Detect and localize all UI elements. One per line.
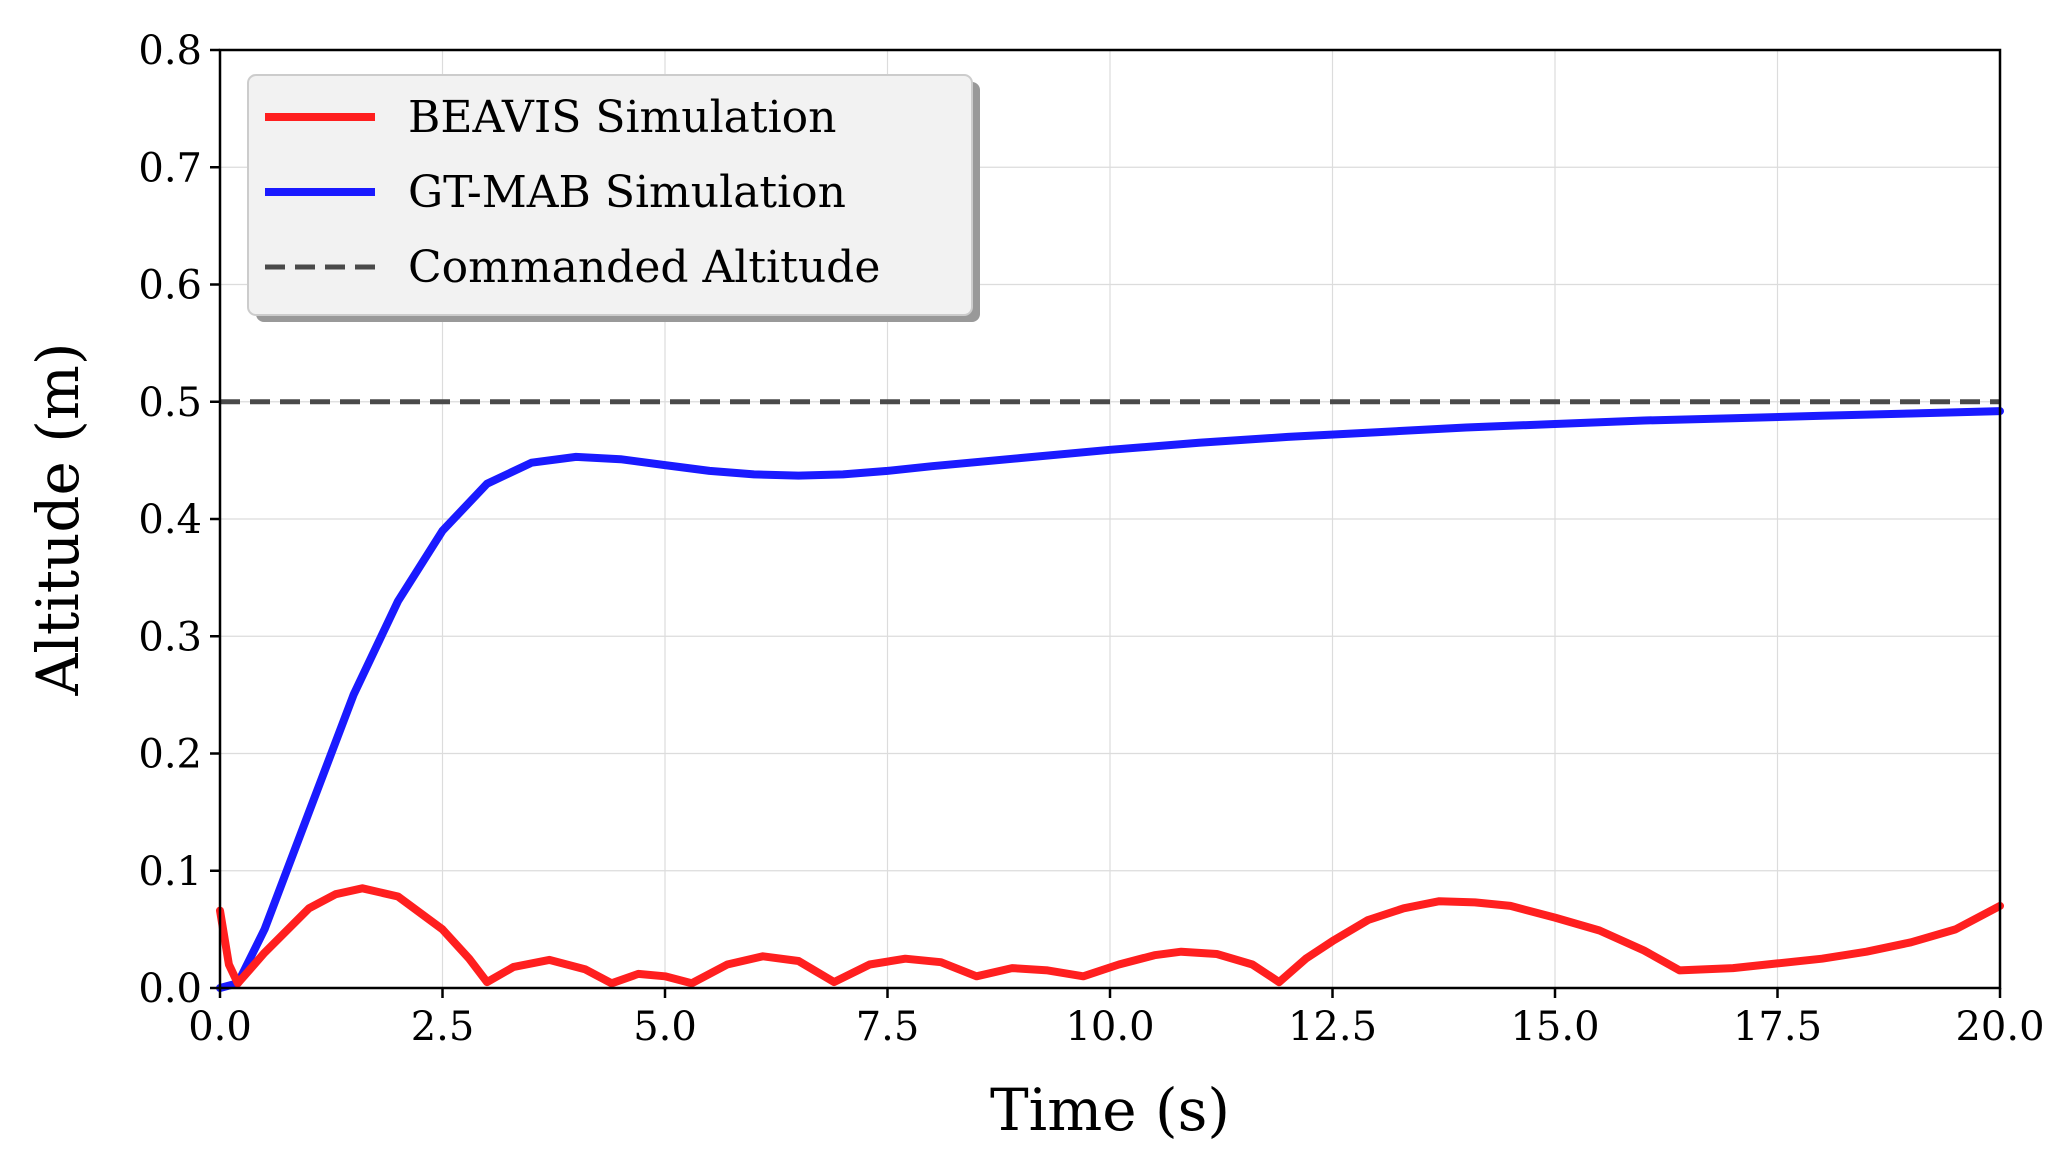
y-tick-label: 0.3: [138, 614, 202, 660]
x-tick-label: 15.0: [1510, 1004, 1599, 1050]
x-tick-label: 20.0: [1955, 1004, 2044, 1050]
y-tick-label: 0.7: [138, 145, 202, 191]
series-layer: [216, 399, 2004, 992]
x-tick-label: 0.0: [188, 1004, 252, 1050]
legend-label-commanded: Commanded Altitude: [408, 242, 880, 293]
y-tick-label: 0.0: [138, 966, 202, 1012]
legend: BEAVIS Simulation GT-MAB Simulation Comm…: [247, 74, 980, 322]
y-axis-title: Altitude (m): [24, 342, 92, 696]
ticks: 0.0 2.5 5.0 7.5 10.0 12.5 15.0 17.5 20.0 0.0 0.1 0.…: [138, 28, 2044, 1050]
y-tick-label: 0.1: [138, 849, 202, 895]
x-tick-label: 2.5: [411, 1004, 475, 1050]
y-tick-label: 0.2: [138, 732, 202, 778]
y-tick-label: 0.4: [138, 497, 202, 543]
y-tick-label: 0.6: [138, 263, 202, 309]
series-line-gtmab: [216, 407, 2004, 992]
x-tick-label: 5.0: [633, 1004, 697, 1050]
legend-box: [247, 74, 973, 316]
grid: [219, 49, 2001, 989]
series-line-beavis: [216, 884, 2004, 988]
x-tick-label: 10.0: [1065, 1004, 1154, 1050]
x-axis-title: Time (s): [990, 1076, 1230, 1144]
y-tick-label: 0.8: [138, 28, 202, 74]
legend-label-beavis: BEAVIS Simulation: [408, 92, 836, 143]
y-tick-label: 0.5: [138, 380, 202, 426]
x-tick-label: 7.5: [856, 1004, 920, 1050]
legend-label-gtmab: GT-MAB Simulation: [408, 167, 846, 218]
x-tick-label: 17.5: [1733, 1004, 1822, 1050]
x-tick-label: 12.5: [1288, 1004, 1377, 1050]
